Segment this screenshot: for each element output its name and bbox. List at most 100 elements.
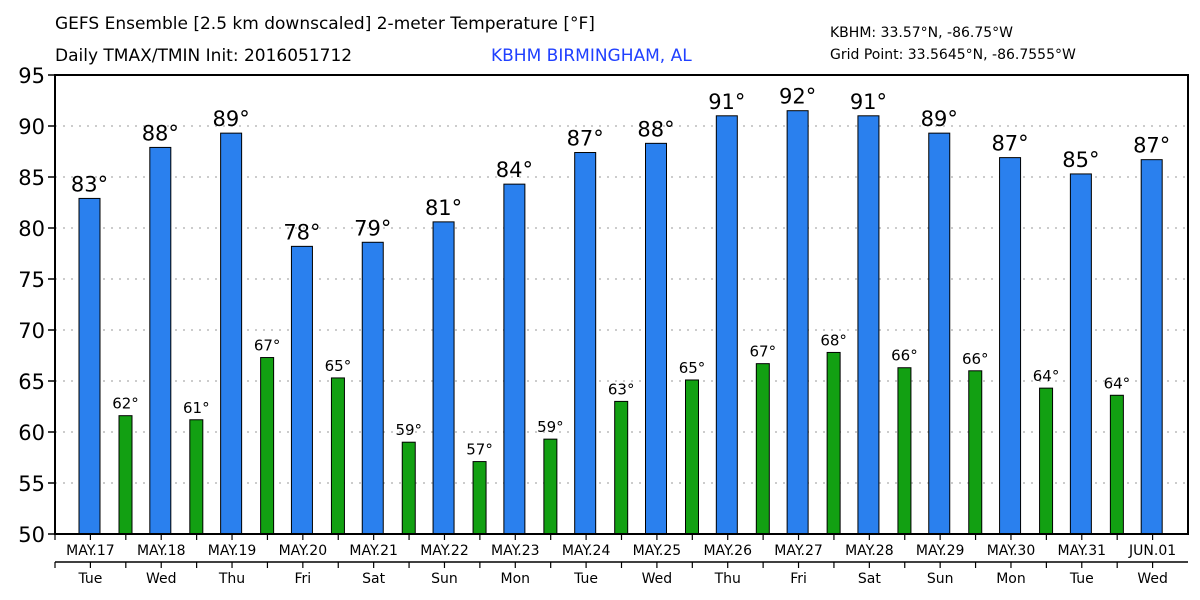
x-date-label: MAY.31 <box>1058 543 1107 559</box>
tmin-label: 63° <box>608 380 635 398</box>
tmin-bar <box>685 379 699 535</box>
location-label: KBHM BIRMINGHAM, AL <box>491 46 692 66</box>
tmax-bar <box>220 132 243 535</box>
x-weekday-label: Fri <box>295 571 312 587</box>
tmax-label: 81° <box>425 196 462 220</box>
tmin-label: 61° <box>183 399 210 417</box>
tmin-bar <box>826 351 841 535</box>
tmin-bar <box>401 441 416 535</box>
tmin-bar <box>614 400 629 535</box>
tmax-bar <box>149 146 172 535</box>
chart-subtitle: Daily TMAX/TMIN Init: 2016051712 <box>55 46 352 66</box>
tmax-label: 85° <box>1062 148 1099 172</box>
y-tick-label: 80 <box>18 217 45 241</box>
tmin-label: 64° <box>1033 367 1060 385</box>
tmax-label: 88° <box>142 121 179 145</box>
axes: 50 55 60 65 70 75 80 85 90 95 MAY.17 Tue MAY.18 Wed MA… <box>18 64 1188 587</box>
x-weekday-label: Sat <box>362 571 385 587</box>
x-date-label: MAY.19 <box>208 543 257 559</box>
x-weekday-label: Thu <box>714 571 741 587</box>
tmax-bar <box>999 157 1022 535</box>
tmax-bar <box>1069 173 1092 535</box>
x-weekday-label: Wed <box>1137 571 1168 587</box>
tmin-bar <box>330 377 345 535</box>
x-date-label: MAY.26 <box>703 543 752 559</box>
x-weekday-label: Tue <box>573 571 598 587</box>
x-date-label: MAY.25 <box>633 543 682 559</box>
x-weekday-label: Mon <box>501 571 531 587</box>
x-weekday-label: Tue <box>77 571 102 587</box>
x-date-label: MAY.29 <box>916 543 965 559</box>
tmin-label: 66° <box>891 347 918 365</box>
y-tick-label: 85 <box>18 166 45 190</box>
tmin-label: 65° <box>679 359 706 377</box>
tmin-bar <box>968 370 983 535</box>
tmax-label: 89° <box>921 107 958 131</box>
y-tick-label: 90 <box>18 115 45 139</box>
tmax-bar <box>78 197 101 535</box>
x-weekday-label: Sun <box>927 571 954 587</box>
tmin-label: 67° <box>254 337 281 355</box>
grid-point-coords: Grid Point: 33.5645°N, -86.7555°W <box>830 47 1076 63</box>
station-coords: KBHM: 33.57°N, -86.75°W <box>830 25 1013 41</box>
tmax-bar <box>928 132 951 535</box>
tmin-bar <box>472 461 487 535</box>
tmax-label: 91° <box>850 90 887 114</box>
tmin-bar <box>755 363 770 535</box>
x-weekday-label: Sun <box>431 571 458 587</box>
tmax-label: 87° <box>991 132 1028 156</box>
bars: 83° 62° 88° 61° 89° 67° 78° 65° 79° 59° 81° 57° 84° 5… <box>71 85 1170 535</box>
tmax-label: 79° <box>354 216 391 240</box>
tmin-label: 67° <box>750 343 777 361</box>
tmax-bar <box>1140 159 1163 535</box>
tmax-label: 87° <box>1133 134 1170 158</box>
tmax-label: 91° <box>708 90 745 114</box>
x-weekday-label: Wed <box>146 571 177 587</box>
tmin-bar <box>118 415 133 535</box>
y-tick-label: 65 <box>18 370 45 394</box>
y-tick-label: 55 <box>18 472 45 496</box>
tmax-bar <box>503 183 526 535</box>
tmin-bar <box>1109 394 1124 535</box>
x-weekday-label: Mon <box>996 571 1026 587</box>
tmax-label: 84° <box>496 158 533 182</box>
y-tick-label: 75 <box>18 268 45 292</box>
tmax-bar <box>574 152 597 535</box>
tmax-bar <box>857 115 880 535</box>
x-date-label: MAY.28 <box>845 543 894 559</box>
y-tick-label: 60 <box>18 421 45 445</box>
tmin-bar <box>260 357 275 535</box>
tmax-label: 83° <box>71 172 108 196</box>
tmin-label: 59° <box>395 421 422 439</box>
tmax-label: 78° <box>283 220 320 244</box>
tmax-bar <box>432 221 455 535</box>
x-date-label: JUN.01 <box>1128 543 1176 559</box>
tmin-label: 59° <box>537 418 564 436</box>
x-date-label: MAY.24 <box>562 543 611 559</box>
y-tick-label: 50 <box>18 523 45 547</box>
tmin-bar <box>189 419 204 535</box>
tmax-bar <box>786 110 809 535</box>
x-date-label: MAY.22 <box>420 543 469 559</box>
x-weekday-label: Tue <box>1069 571 1094 587</box>
tmax-bar <box>645 142 667 535</box>
x-date-label: MAY.21 <box>349 543 398 559</box>
x-weekday-label: Sat <box>858 571 881 587</box>
tmin-label: 65° <box>325 357 352 375</box>
tmax-bar <box>361 241 384 535</box>
x-date-label: MAY.18 <box>137 543 186 559</box>
tmax-label: 89° <box>213 107 250 131</box>
chart-title: GEFS Ensemble [2.5 km downscaled] 2-mete… <box>55 14 595 34</box>
tmax-bar <box>290 245 313 535</box>
tmin-label: 64° <box>1104 374 1131 392</box>
tmin-label: 66° <box>962 350 989 368</box>
x-date-label: MAY.30 <box>987 543 1036 559</box>
tmin-bar <box>897 367 912 535</box>
tmax-bar <box>715 115 738 535</box>
tmin-label: 68° <box>820 331 847 349</box>
tmin-label: 62° <box>112 395 139 413</box>
x-weekday-label: Wed <box>642 571 673 587</box>
x-weekday-label: Thu <box>218 571 245 587</box>
x-date-label: MAY.17 <box>66 543 115 559</box>
